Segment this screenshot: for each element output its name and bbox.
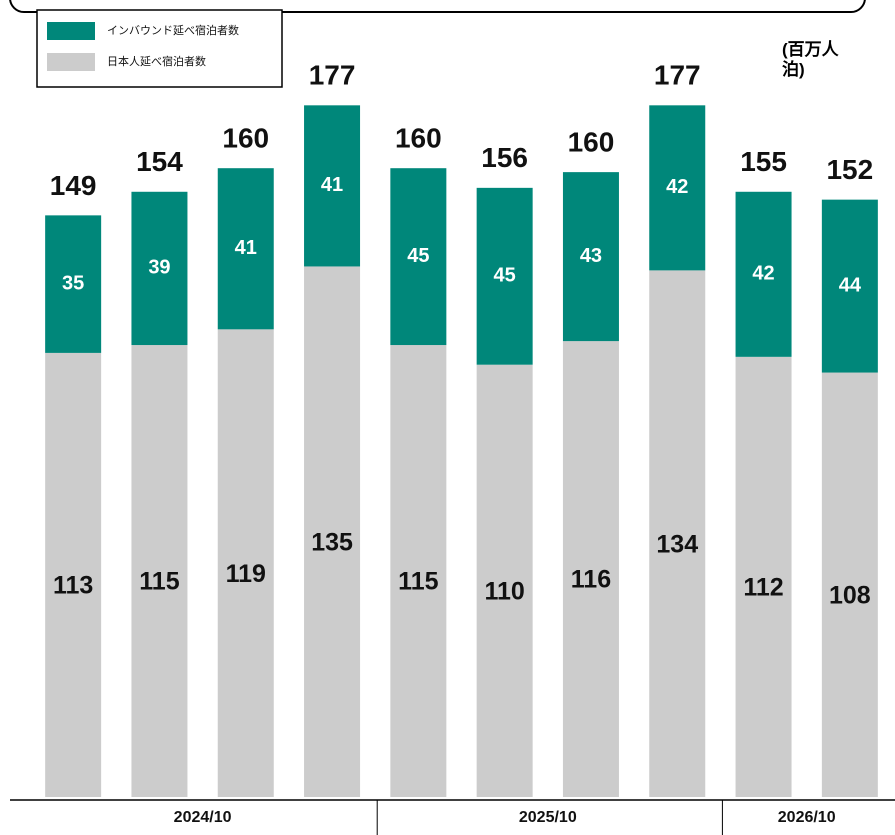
bar-segment xyxy=(562,172,619,342)
card-edge xyxy=(9,0,866,13)
group-label: 2024/10 xyxy=(174,809,232,826)
bar-segment xyxy=(217,329,274,797)
total-label: 177 xyxy=(309,60,356,91)
data-label: 119 xyxy=(226,560,266,588)
total-label: 155 xyxy=(740,146,787,177)
group-label: 2026/10 xyxy=(778,809,836,826)
data-label: 108 xyxy=(829,581,871,609)
bar-segment xyxy=(476,187,533,365)
bar-segment xyxy=(821,372,878,797)
data-label: 112 xyxy=(743,574,783,602)
total-label: 149 xyxy=(50,170,97,201)
bar-segment xyxy=(390,168,447,346)
total-label: 160 xyxy=(222,123,269,154)
data-label: 113 xyxy=(53,572,93,600)
data-label: 115 xyxy=(398,568,438,596)
data-label: 45 xyxy=(494,265,516,287)
bar-segment xyxy=(131,191,188,346)
bar-segment xyxy=(821,199,878,373)
bar-segment xyxy=(304,266,361,797)
data-label: 43 xyxy=(580,245,602,267)
total-label: 152 xyxy=(826,154,873,185)
group-label: 2025/10 xyxy=(519,809,577,826)
legend-swatch xyxy=(47,53,95,71)
unit-label: (百万人泊) xyxy=(782,40,839,79)
legend-label: 日本人延べ宿泊者数 xyxy=(107,54,206,68)
legend-box xyxy=(36,9,283,88)
data-label: 135 xyxy=(311,528,353,556)
data-label: 134 xyxy=(656,530,698,558)
bar-segment xyxy=(735,356,792,797)
bar-segment xyxy=(45,215,102,353)
data-label: 39 xyxy=(148,257,170,279)
bar-segment xyxy=(131,345,188,797)
total-label: 156 xyxy=(481,142,528,173)
bar-segment xyxy=(476,364,533,797)
data-label: 35 xyxy=(62,272,84,294)
data-label: 115 xyxy=(139,568,179,596)
data-label: 44 xyxy=(839,274,862,296)
data-label: 110 xyxy=(484,577,524,605)
total-label: 177 xyxy=(654,60,701,91)
bar-segment xyxy=(217,168,274,330)
bar-segment xyxy=(649,270,706,797)
data-label: 42 xyxy=(666,176,688,198)
bar-segment xyxy=(390,345,447,797)
data-label: 45 xyxy=(407,245,429,267)
data-label: 41 xyxy=(321,174,343,196)
legend-label: インバウンド延べ宿泊者数 xyxy=(107,23,239,37)
legend-swatch xyxy=(47,22,95,40)
total-label: 160 xyxy=(568,127,615,158)
data-label: 42 xyxy=(752,263,774,285)
bar-segment xyxy=(45,352,102,797)
total-label: 154 xyxy=(136,146,183,177)
bar-segment xyxy=(649,105,706,271)
bar-segment xyxy=(735,191,792,357)
data-label: 116 xyxy=(571,566,611,594)
bar-segment xyxy=(304,105,361,267)
total-label: 160 xyxy=(395,123,442,154)
bar-segment xyxy=(562,341,619,797)
data-label: 41 xyxy=(235,237,257,259)
